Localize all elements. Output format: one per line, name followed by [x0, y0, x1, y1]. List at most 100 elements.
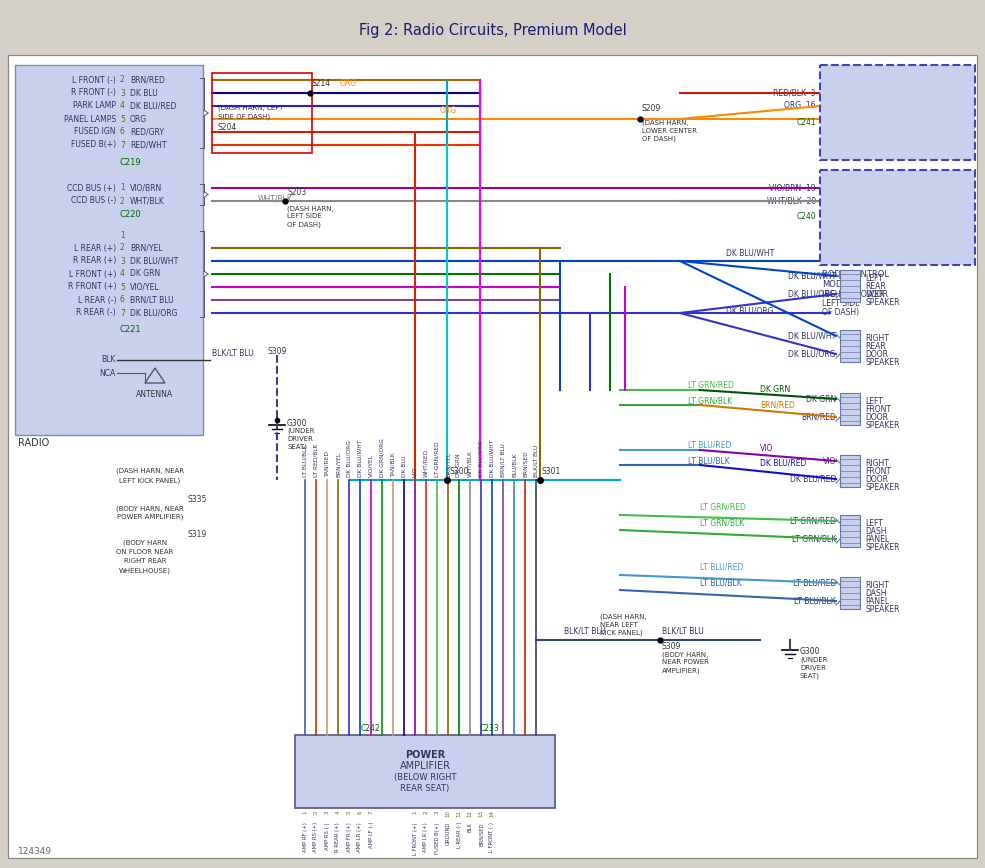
Text: VIO/YEL: VIO/YEL	[368, 454, 373, 477]
Text: NEAR LEFT: NEAR LEFT	[600, 622, 637, 628]
Text: POWER: POWER	[405, 750, 445, 760]
Text: L REAR (-): L REAR (-)	[78, 295, 116, 305]
Text: BLK/LT BLU: BLK/LT BLU	[564, 626, 606, 635]
Text: C220: C220	[120, 210, 142, 219]
Text: REAR: REAR	[865, 282, 886, 291]
Text: (BODY HARN: (BODY HARN	[123, 540, 167, 547]
Text: S319: S319	[188, 530, 207, 539]
Text: PANEL: PANEL	[865, 597, 889, 606]
Text: RED/GRY: RED/GRY	[130, 128, 164, 136]
Text: ORG: ORG	[340, 79, 358, 88]
Text: 13: 13	[479, 810, 484, 817]
Text: DK BLU/WHT: DK BLU/WHT	[788, 272, 836, 280]
Text: S203: S203	[287, 188, 306, 197]
Text: DOOR: DOOR	[865, 290, 888, 299]
Text: 10: 10	[445, 810, 450, 817]
Text: LT GRN/RED: LT GRN/RED	[688, 381, 734, 390]
Text: ON FLOOR NEAR: ON FLOOR NEAR	[116, 549, 173, 555]
Text: REAR SEAT): REAR SEAT)	[400, 784, 449, 793]
Text: BRN/YEL: BRN/YEL	[336, 452, 341, 477]
Text: LT BLU/BLK: LT BLU/BLK	[688, 456, 730, 465]
Text: L REAR (+): L REAR (+)	[74, 244, 116, 253]
Text: TAN/RED: TAN/RED	[324, 451, 330, 477]
Text: DOOR: DOOR	[865, 413, 888, 422]
Text: S214: S214	[312, 79, 331, 88]
Text: WHT/BLK: WHT/BLK	[258, 194, 293, 203]
Text: AMP RS (-): AMP RS (-)	[324, 822, 330, 850]
Text: DK BLU/ORG: DK BLU/ORG	[479, 440, 484, 477]
Text: DRIVER: DRIVER	[800, 665, 825, 671]
Text: 4: 4	[336, 810, 341, 813]
Text: CCD BUS (-): CCD BUS (-)	[871, 211, 924, 220]
Text: VIO/YEL: VIO/YEL	[130, 282, 160, 292]
Bar	[840, 393, 860, 425]
Text: C240: C240	[796, 212, 816, 221]
Text: AMP LF (-): AMP LF (-)	[368, 822, 373, 849]
Text: LT GRN/BLK: LT GRN/BLK	[792, 535, 836, 543]
Text: BRN/YEL: BRN/YEL	[130, 244, 163, 253]
Text: (DASH HARN, LEFT: (DASH HARN, LEFT	[218, 105, 284, 111]
Text: R REAR (-): R REAR (-)	[77, 308, 116, 318]
Text: LEFT: LEFT	[865, 397, 883, 406]
Bar	[840, 330, 860, 362]
Text: DK GRN: DK GRN	[806, 394, 836, 404]
Text: VIO: VIO	[413, 467, 418, 477]
Text: AMPLIFIER: AMPLIFIER	[400, 761, 450, 771]
Text: L FRONT (+): L FRONT (+)	[413, 822, 418, 855]
Text: (DASH HARN,: (DASH HARN,	[287, 205, 334, 212]
Text: FUSED IGN: FUSED IGN	[75, 128, 116, 136]
Text: BODY CONTROL: BODY CONTROL	[822, 270, 889, 279]
Text: OF DASH): OF DASH)	[642, 136, 676, 142]
Text: DK BLU/ORG: DK BLU/ORG	[789, 350, 836, 358]
Text: RIGHT REAR: RIGHT REAR	[124, 558, 166, 564]
Text: S300: S300	[449, 467, 469, 476]
Text: R REAR (+): R REAR (+)	[336, 822, 341, 852]
Text: (DASH HARN, NEAR: (DASH HARN, NEAR	[116, 468, 184, 475]
Text: DASH: DASH	[865, 589, 887, 598]
Text: SIDE OF DASH): SIDE OF DASH)	[218, 114, 270, 121]
Text: LEFT KICK PANEL): LEFT KICK PANEL)	[119, 477, 180, 483]
Text: VIO/BRN  19: VIO/BRN 19	[769, 183, 816, 193]
Text: DOOR: DOOR	[865, 475, 888, 484]
Bar	[840, 515, 860, 547]
Text: BLK/LT BLU: BLK/LT BLU	[534, 444, 539, 477]
Text: DK BLU/RED: DK BLU/RED	[760, 459, 807, 468]
Text: C233: C233	[480, 724, 499, 733]
Text: RADIO CNTRL MUX: RADIO CNTRL MUX	[850, 82, 946, 91]
Text: LEFT: LEFT	[865, 519, 883, 528]
Text: WHT/BLK  20: WHT/BLK 20	[766, 196, 816, 206]
Text: R FRONT (-): R FRONT (-)	[71, 89, 116, 97]
Text: 7: 7	[120, 141, 125, 149]
Text: SPEAKER: SPEAKER	[865, 298, 899, 307]
Text: L FRONT (-): L FRONT (-)	[72, 76, 116, 84]
Text: 2: 2	[120, 76, 125, 84]
Text: 4: 4	[120, 269, 125, 279]
Text: 124349: 124349	[18, 847, 52, 856]
Text: CCD BUS (+): CCD BUS (+)	[869, 190, 927, 200]
Text: C219: C219	[120, 158, 142, 167]
Text: SPEAKER: SPEAKER	[865, 421, 899, 430]
Bar	[840, 577, 860, 609]
Bar	[820, 170, 975, 265]
Text: 1: 1	[413, 810, 418, 813]
Bar	[840, 455, 860, 487]
Text: SPEAKER: SPEAKER	[865, 543, 899, 552]
Text: 3: 3	[434, 810, 439, 813]
Text: LEFT SIDE: LEFT SIDE	[287, 213, 322, 219]
Text: AMPLIFIER): AMPLIFIER)	[662, 667, 700, 674]
Bar	[212, 73, 312, 153]
Text: DK BLU/ORG: DK BLU/ORG	[130, 308, 177, 318]
Text: R REAR (+): R REAR (+)	[73, 257, 116, 266]
Text: L FRONT (+): L FRONT (+)	[69, 269, 116, 279]
Text: TAN/BLK: TAN/BLK	[390, 452, 396, 477]
Text: DK BLU/RED: DK BLU/RED	[790, 475, 836, 483]
Text: 14: 14	[490, 810, 494, 817]
Text: BRN/YEL: BRN/YEL	[445, 452, 450, 477]
Text: WHT/RED: WHT/RED	[424, 449, 428, 477]
Text: BRN/RED: BRN/RED	[760, 401, 795, 410]
Text: S309: S309	[662, 642, 682, 651]
Text: 11: 11	[456, 810, 462, 817]
Text: LT BLU/RED: LT BLU/RED	[688, 441, 732, 450]
Text: LT GRN/RED: LT GRN/RED	[434, 442, 439, 477]
Text: 3: 3	[120, 257, 125, 266]
